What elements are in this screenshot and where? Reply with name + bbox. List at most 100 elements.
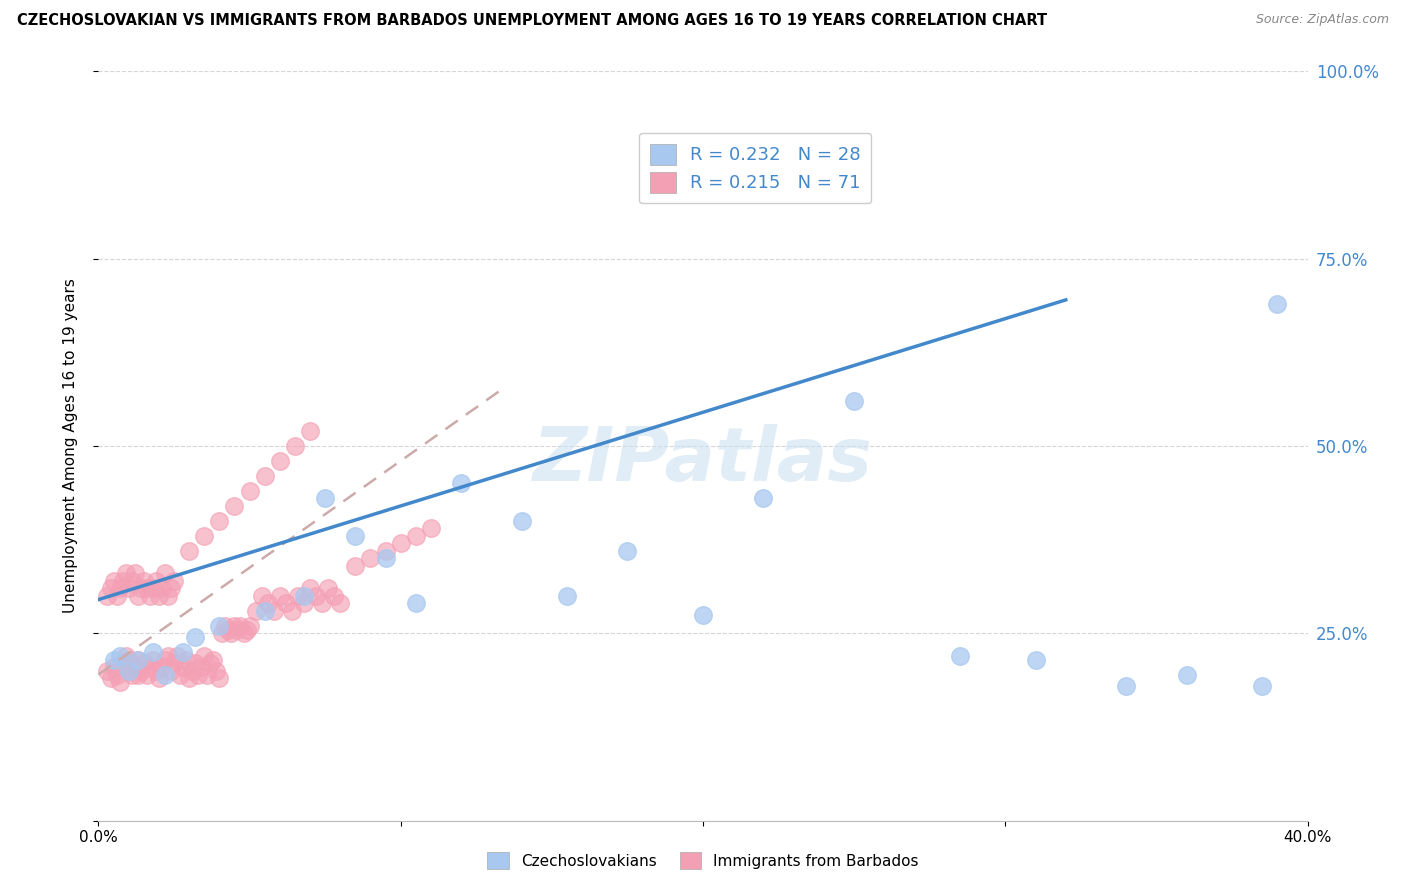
Point (118, 652, 141, 666)
Point (284, 439, 307, 453)
Point (160, 664, 183, 678)
Point (235, 623, 257, 637)
Point (153, 667, 176, 681)
Point (844, 394, 866, 409)
Point (311, 596, 333, 610)
Point (193, 648, 215, 663)
Point (103, 652, 125, 666)
Point (205, 664, 228, 678)
Point (374, 551, 396, 566)
Point (169, 667, 191, 681)
Point (145, 664, 167, 678)
Point (214, 619, 236, 633)
Point (108, 648, 131, 663)
Point (148, 589, 170, 603)
Point (405, 596, 427, 610)
Point (103, 660, 125, 674)
Point (253, 469, 276, 483)
Point (156, 648, 179, 663)
Point (163, 657, 186, 671)
Text: CZECHOSLOVAKIAN VS IMMIGRANTS FROM BARBADOS UNEMPLOYMENT AMONG AGES 16 TO 19 YEA: CZECHOSLOVAKIAN VS IMMIGRANTS FROM BARBA… (17, 13, 1047, 29)
Point (221, 626, 243, 640)
Point (323, 589, 346, 603)
Point (105, 589, 128, 603)
Point (118, 664, 141, 678)
Point (184, 630, 207, 644)
Point (253, 604, 276, 618)
Point (135, 667, 157, 681)
Point (153, 652, 176, 666)
Point (195, 667, 218, 681)
Point (374, 544, 396, 558)
Point (156, 589, 179, 603)
Point (127, 652, 149, 666)
Point (129, 582, 152, 596)
Point (239, 483, 262, 498)
Point (150, 660, 173, 674)
Point (616, 544, 638, 558)
Point (299, 582, 322, 596)
Point (226, 623, 249, 637)
Point (108, 675, 131, 690)
Point (1024, 652, 1046, 666)
Point (274, 596, 297, 610)
Point (316, 582, 339, 596)
Point (103, 574, 125, 588)
Point (193, 529, 215, 543)
Point (250, 589, 273, 603)
Point (150, 582, 173, 596)
Point (163, 574, 186, 588)
Point (287, 589, 309, 603)
Point (129, 664, 152, 678)
Point (139, 589, 162, 603)
Point (420, 521, 443, 535)
Point (314, 491, 336, 506)
Legend: Czechoslovakians, Immigrants from Barbados: Czechoslovakians, Immigrants from Barbad… (481, 846, 925, 875)
Point (114, 566, 136, 581)
Point (105, 667, 128, 681)
Point (224, 499, 246, 513)
Point (124, 566, 146, 581)
Point (450, 476, 472, 491)
Point (121, 667, 143, 681)
Text: ZIPatlas: ZIPatlas (533, 425, 873, 498)
Point (405, 529, 427, 543)
Point (132, 574, 155, 588)
Point (108, 582, 131, 596)
Point (217, 623, 239, 637)
Point (118, 582, 141, 596)
Point (1175, 667, 1198, 681)
Point (239, 619, 262, 633)
Point (555, 589, 578, 603)
Point (949, 648, 972, 663)
Y-axis label: Unemployment Among Ages 16 to 19 years: Unemployment Among Ages 16 to 19 years (63, 278, 77, 614)
Point (139, 660, 162, 674)
Point (100, 582, 122, 596)
Point (208, 619, 231, 633)
Point (111, 574, 134, 588)
Point (124, 660, 146, 674)
Point (121, 574, 143, 588)
Point (96, 664, 118, 678)
Point (232, 626, 254, 640)
Point (269, 589, 291, 603)
Point (329, 596, 352, 610)
Point (172, 645, 194, 659)
Point (1115, 679, 1137, 693)
Point (299, 424, 322, 438)
Point (360, 551, 382, 566)
Point (187, 667, 209, 681)
Point (153, 566, 176, 581)
Point (114, 648, 136, 663)
Point (389, 536, 412, 550)
Point (181, 664, 204, 678)
Point (202, 652, 225, 666)
Legend: R = 0.232   N = 28, R = 0.215   N = 71: R = 0.232 N = 28, R = 0.215 N = 71 (640, 133, 872, 203)
Point (510, 514, 533, 528)
Point (166, 648, 188, 663)
Point (344, 529, 367, 543)
Point (100, 671, 122, 685)
Point (145, 574, 167, 588)
Point (127, 652, 149, 666)
Point (263, 604, 285, 618)
